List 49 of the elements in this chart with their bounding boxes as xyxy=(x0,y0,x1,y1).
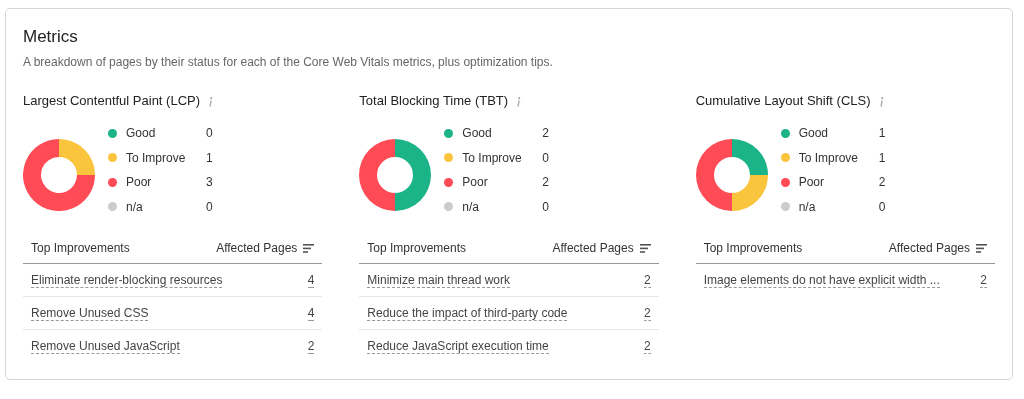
text: 0 xyxy=(542,150,550,165)
data-label: 2 xyxy=(542,175,550,190)
legend-label: To Improve xyxy=(798,150,859,165)
text: Top Improvements xyxy=(31,241,130,255)
text: 0 xyxy=(542,199,550,214)
text: Minimize main thread work xyxy=(367,272,511,288)
text: Top Improvements xyxy=(367,241,467,255)
text: 2 xyxy=(307,338,315,354)
text: 0 xyxy=(206,199,213,214)
data-label: 3 xyxy=(206,175,213,190)
chart-title: Largest Contentful Paint (LCP) xyxy=(23,93,201,108)
legend-label: n/a xyxy=(462,199,480,214)
legend-label: Good xyxy=(126,126,157,141)
data-label: 2 xyxy=(878,175,886,190)
data-label: 1 xyxy=(878,126,886,141)
legend-label: n/a xyxy=(126,199,144,214)
text: Remove Unused CSS xyxy=(31,305,149,321)
legend-label: Poor xyxy=(126,175,153,190)
text: Top Improvements xyxy=(703,241,803,255)
legend-label: Good xyxy=(462,126,493,141)
legend-label: To Improve xyxy=(462,150,523,165)
text: Affected Pages xyxy=(888,241,971,255)
text: 2 xyxy=(643,338,651,354)
text: Remove Unused JavaScript xyxy=(31,338,180,354)
data-label: 1 xyxy=(206,150,213,165)
text: 4 xyxy=(307,305,315,321)
text: 0 xyxy=(878,199,886,214)
data-label: 2 xyxy=(542,126,550,141)
chart-title: Cumulative Layout Shift (CLS) xyxy=(695,93,871,108)
text: 0 xyxy=(206,126,213,141)
text: 4 xyxy=(307,272,315,288)
text: Image elements do not have explicit width ... xyxy=(703,272,940,288)
text: Reduce JavaScript execution time xyxy=(367,338,549,354)
text: 2 xyxy=(643,305,651,321)
legend-label: Poor xyxy=(462,175,489,190)
legend-label: To Improve xyxy=(126,150,187,165)
text: 2 xyxy=(980,272,987,288)
legend-label: Good xyxy=(798,126,829,141)
text: A breakdown of pages by their status for each of the Core Web Vitals metrics, plus optimization tips. xyxy=(23,55,554,69)
legend-label: Poor xyxy=(798,175,825,190)
chart-title: Total Blocking Time (TBT) xyxy=(359,93,509,108)
text: Affected Pages xyxy=(216,241,299,255)
text: 2 xyxy=(643,272,651,288)
data-label: 1 xyxy=(878,150,886,165)
text: Reduce the impact of third-party code xyxy=(367,305,568,321)
text: Metrics xyxy=(23,27,79,47)
text: Affected Pages xyxy=(552,241,635,255)
legend-label: n/a xyxy=(798,199,817,214)
text: Eliminate render-blocking resources xyxy=(31,272,223,288)
